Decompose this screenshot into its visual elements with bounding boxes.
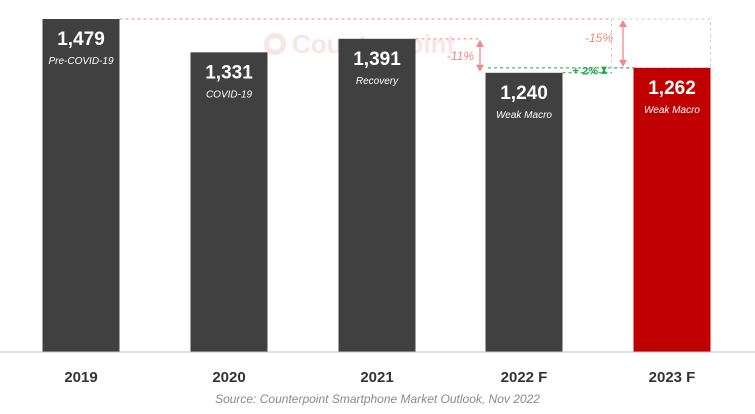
x-tick-label: 2023 F: [649, 369, 696, 386]
bar-annotation-label: Recovery: [356, 76, 399, 87]
change-label-minus-15: -15%: [585, 31, 613, 45]
bar-annotation-label: COVID-19: [206, 89, 253, 100]
bar-annotation-label: Weak Macro: [496, 110, 552, 121]
bar-value-label: 1,331: [205, 62, 253, 83]
arrow-head-up: [476, 39, 484, 47]
change-label-minus-11: -11%: [447, 49, 474, 63]
arrow-head-down: [619, 59, 627, 67]
bar-1: [42, 19, 120, 352]
bar-value-label: 1,391: [353, 49, 401, 70]
bar-value-label: 1,262: [648, 78, 696, 99]
arrow-head-down: [476, 64, 484, 72]
bar-2: [190, 52, 268, 353]
bar-5: [633, 67, 711, 353]
arrow-head-down: [601, 66, 607, 72]
bar-value-label: 1,240: [500, 83, 548, 104]
arrow-head-up: [619, 20, 627, 27]
change-label-plus-2: + 2%: [573, 65, 599, 77]
bar-annotation-label: Pre-COVID-19: [48, 56, 113, 67]
x-tick-label: 2020: [212, 369, 245, 386]
x-tick-label: 2022 F: [501, 369, 548, 386]
source-note: Source: Counterpoint Smartphone Market O…: [215, 392, 540, 406]
guide-box-2023: [611, 18, 711, 69]
bar-value-label: 1,479: [57, 29, 105, 50]
change-annotations: -15% -11% + 2%: [119, 18, 712, 77]
x-axis-tick-labels: 2019 2020 2021 2022 F 2023 F: [64, 369, 695, 386]
bar-3: [338, 38, 416, 353]
x-tick-label: 2021: [360, 369, 393, 386]
x-tick-label: 2019: [64, 369, 97, 386]
bar-4: [485, 72, 563, 353]
bars: [42, 19, 711, 353]
bar-annotation-label: Weak Macro: [644, 105, 700, 116]
bar-labels: 1,479 Pre-COVID-19 1,331 COVID-19 1,391 Recov…: [48, 29, 700, 121]
